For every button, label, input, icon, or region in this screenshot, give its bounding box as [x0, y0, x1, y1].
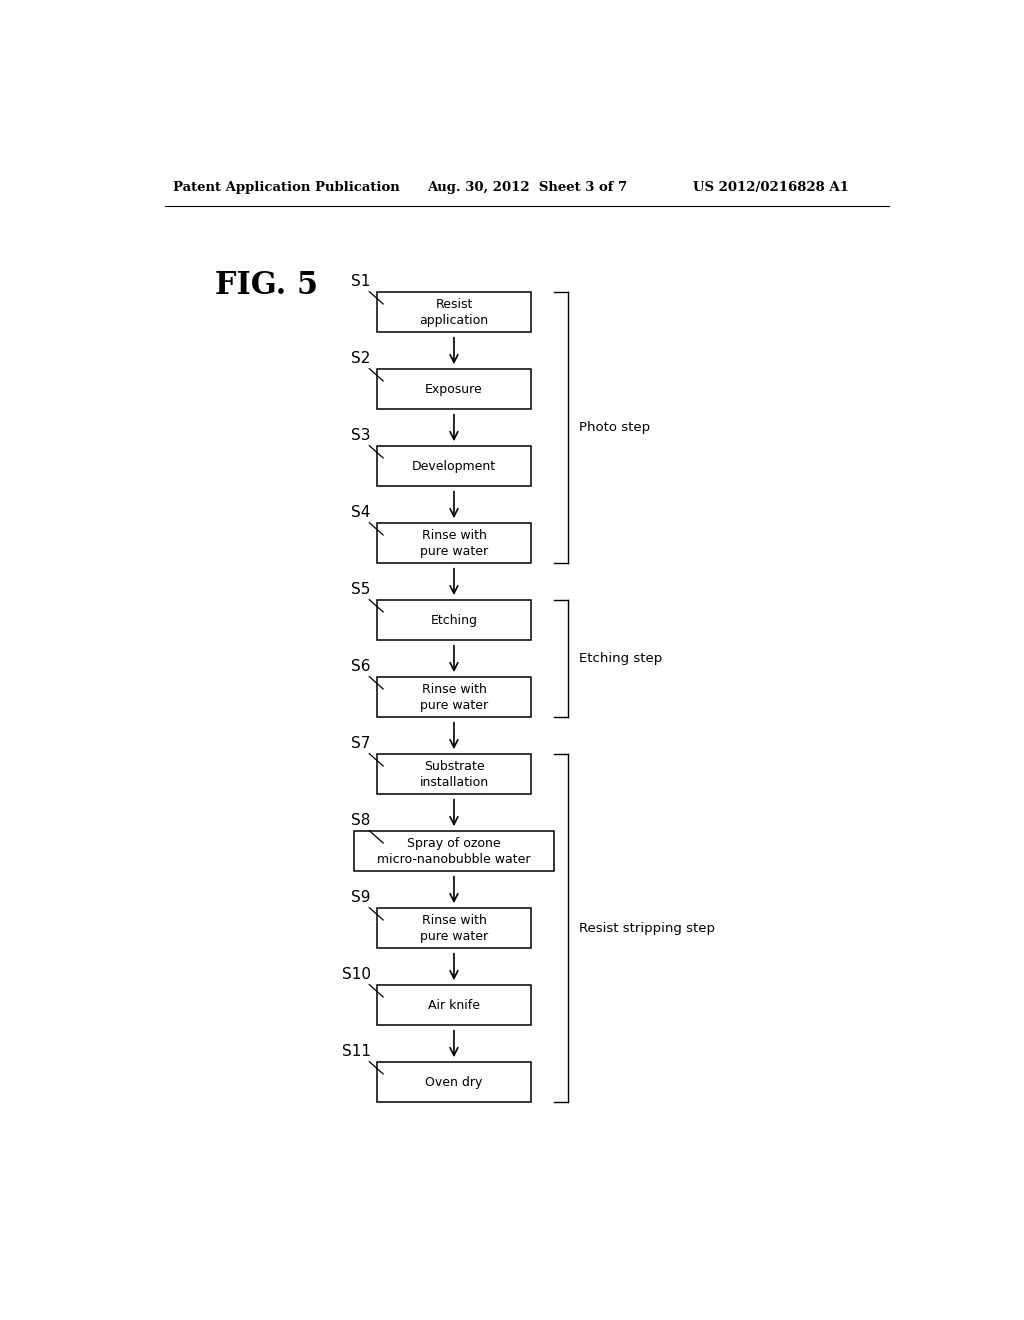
- Text: S7: S7: [351, 735, 371, 751]
- FancyBboxPatch shape: [377, 677, 531, 718]
- Text: Rinse with
pure water: Rinse with pure water: [420, 529, 488, 558]
- Text: S6: S6: [351, 659, 371, 673]
- Text: US 2012/0216828 A1: US 2012/0216828 A1: [692, 181, 849, 194]
- FancyBboxPatch shape: [377, 908, 531, 949]
- Text: Air knife: Air knife: [428, 999, 480, 1012]
- Text: S11: S11: [342, 1044, 371, 1059]
- FancyBboxPatch shape: [377, 370, 531, 409]
- Text: S9: S9: [351, 890, 371, 904]
- Text: FIG. 5: FIG. 5: [215, 271, 318, 301]
- Text: Spray of ozone
micro-nanobubble water: Spray of ozone micro-nanobubble water: [377, 837, 530, 866]
- Text: Aug. 30, 2012  Sheet 3 of 7: Aug. 30, 2012 Sheet 3 of 7: [427, 181, 627, 194]
- Text: Etching step: Etching step: [580, 652, 663, 665]
- Text: Resist stripping step: Resist stripping step: [580, 921, 716, 935]
- Text: S3: S3: [351, 428, 371, 442]
- FancyBboxPatch shape: [377, 293, 531, 333]
- FancyBboxPatch shape: [377, 524, 531, 564]
- Text: Etching: Etching: [430, 614, 477, 627]
- Text: Development: Development: [412, 459, 496, 473]
- Text: Resist
application: Resist application: [420, 298, 488, 327]
- Text: S1: S1: [351, 273, 371, 289]
- FancyBboxPatch shape: [377, 986, 531, 1026]
- Text: Oven dry: Oven dry: [425, 1076, 482, 1089]
- Text: Rinse with
pure water: Rinse with pure water: [420, 913, 488, 942]
- FancyBboxPatch shape: [377, 601, 531, 640]
- Text: S8: S8: [351, 813, 371, 828]
- FancyBboxPatch shape: [377, 1063, 531, 1102]
- Text: S10: S10: [342, 966, 371, 982]
- Text: Exposure: Exposure: [425, 383, 483, 396]
- FancyBboxPatch shape: [377, 755, 531, 795]
- Text: S5: S5: [351, 582, 371, 597]
- Text: Rinse with
pure water: Rinse with pure water: [420, 682, 488, 711]
- Text: S2: S2: [351, 351, 371, 366]
- FancyBboxPatch shape: [354, 832, 554, 871]
- Text: S4: S4: [351, 504, 371, 520]
- Text: Patent Application Publication: Patent Application Publication: [173, 181, 399, 194]
- FancyBboxPatch shape: [377, 446, 531, 487]
- Text: Photo step: Photo step: [580, 421, 650, 434]
- Text: Substrate
installation: Substrate installation: [420, 760, 488, 789]
